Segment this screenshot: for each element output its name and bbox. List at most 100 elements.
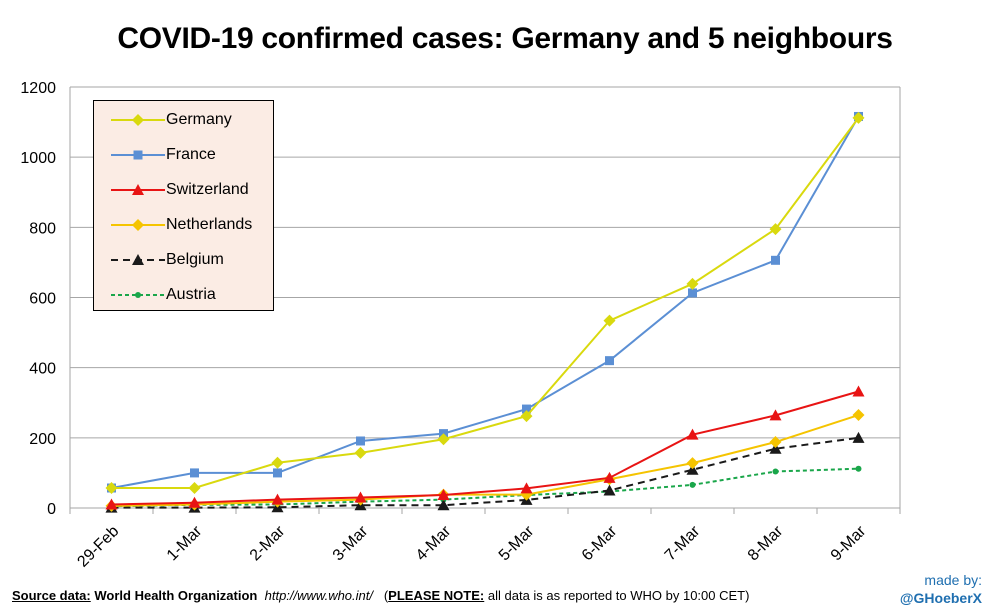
legend-item: Germany bbox=[94, 110, 274, 130]
author-handle[interactable]: @GHoeberX bbox=[899, 590, 982, 606]
series-line bbox=[111, 436, 859, 509]
series-germany bbox=[105, 111, 865, 495]
legend-swatch-belgium bbox=[111, 254, 165, 265]
data-point bbox=[769, 409, 782, 421]
data-point bbox=[190, 468, 199, 478]
source-url[interactable]: http://www.who.int/ bbox=[264, 588, 373, 603]
source-footer: Source data: World Health Organization h… bbox=[12, 588, 750, 603]
x-tick-label: 4-Mar bbox=[413, 522, 455, 564]
data-point bbox=[771, 255, 780, 265]
data-point bbox=[769, 223, 782, 236]
legend-item: Austria bbox=[94, 285, 274, 305]
x-tick-label: 5-Mar bbox=[496, 522, 538, 564]
data-point bbox=[686, 463, 699, 475]
legend-label: Switzerland bbox=[166, 181, 249, 198]
legend-label: Belgium bbox=[166, 251, 224, 268]
legend-label: France bbox=[166, 146, 216, 163]
legend-marker bbox=[132, 114, 144, 126]
data-point bbox=[522, 404, 531, 414]
legend: Germany France Switzerland Netherlands B… bbox=[93, 100, 274, 311]
legend-swatch-germany bbox=[111, 114, 165, 126]
y-tick-label: 0 bbox=[47, 501, 56, 518]
x-tick-label: 6-Mar bbox=[579, 522, 621, 564]
data-point bbox=[105, 482, 118, 495]
series-switzerland bbox=[105, 385, 865, 510]
data-point bbox=[271, 456, 284, 469]
series-line bbox=[111, 467, 859, 508]
y-tick-label: 400 bbox=[29, 361, 56, 378]
data-point bbox=[437, 499, 450, 511]
x-tick-label: 3-Mar bbox=[330, 522, 372, 564]
legend-marker bbox=[132, 184, 144, 195]
x-tick-label: 8-Mar bbox=[745, 522, 787, 564]
credit: made by: @GHoeberX bbox=[900, 571, 982, 607]
data-point bbox=[689, 481, 696, 488]
y-tick-labels: 0 200 400 600 800 1000 1200 bbox=[20, 80, 56, 518]
legend-item: Netherlands bbox=[94, 215, 274, 235]
data-point bbox=[188, 482, 201, 495]
legend-marker bbox=[133, 150, 143, 160]
data-point bbox=[772, 468, 779, 475]
legend-label: Germany bbox=[166, 111, 232, 128]
series-line bbox=[111, 115, 860, 489]
legend-marker bbox=[135, 292, 141, 298]
data-point bbox=[852, 431, 865, 443]
data-point bbox=[188, 496, 201, 508]
data-point bbox=[852, 409, 865, 422]
y-tick-label: 200 bbox=[29, 431, 56, 448]
made-by-label: made by: bbox=[924, 572, 982, 588]
data-point bbox=[603, 484, 616, 496]
data-point bbox=[437, 489, 450, 501]
data-point bbox=[605, 356, 614, 366]
x-tick-label: 29-Feb bbox=[74, 523, 122, 571]
data-point bbox=[105, 498, 118, 510]
data-point bbox=[354, 446, 367, 459]
legend-item: Switzerland bbox=[94, 180, 274, 200]
note-text: all data is as reported to WHO by 10:00 … bbox=[487, 588, 746, 603]
legend-swatch-switzerland bbox=[111, 184, 165, 195]
note-label: PLEASE NOTE: bbox=[388, 588, 485, 603]
legend-marker bbox=[132, 254, 144, 265]
data-point bbox=[520, 410, 533, 423]
y-tick-label: 1000 bbox=[20, 150, 56, 167]
data-point bbox=[688, 288, 697, 298]
source-label: Source data: bbox=[12, 588, 91, 603]
data-point bbox=[769, 436, 782, 449]
x-tick-labels: 29-Feb 1-Mar 2-Mar 3-Mar 4-Mar 5-Mar 6-Mar 7-Ma… bbox=[74, 522, 869, 570]
data-point bbox=[271, 493, 284, 505]
data-point bbox=[855, 465, 862, 472]
y-tick-label: 600 bbox=[29, 291, 56, 308]
data-point bbox=[273, 468, 282, 478]
data-point bbox=[852, 385, 865, 397]
x-tick-label: 1-Mar bbox=[164, 522, 206, 564]
data-point bbox=[437, 433, 450, 446]
x-tick-label: 2-Mar bbox=[247, 522, 289, 564]
legend-item: Belgium bbox=[94, 250, 274, 270]
source-org: World Health Organization bbox=[94, 588, 258, 603]
legend-swatch-france bbox=[111, 150, 165, 160]
series-line bbox=[111, 390, 859, 506]
data-point bbox=[354, 491, 367, 503]
data-point bbox=[520, 482, 533, 494]
y-tick-label: 800 bbox=[29, 220, 56, 237]
legend-marker bbox=[132, 219, 144, 231]
data-point bbox=[603, 471, 616, 483]
chart-title: COVID-19 confirmed cases: Germany and 5 … bbox=[117, 22, 893, 55]
legend-item: France bbox=[94, 145, 274, 165]
legend-label: Austria bbox=[166, 286, 216, 303]
data-point bbox=[356, 436, 365, 446]
data-point bbox=[686, 457, 699, 470]
legend-label: Netherlands bbox=[166, 216, 253, 233]
data-point bbox=[686, 277, 699, 290]
data-point bbox=[603, 314, 616, 327]
data-point bbox=[769, 442, 782, 454]
data-series bbox=[105, 111, 865, 513]
data-point bbox=[686, 428, 699, 440]
x-tick-label: 7-Mar bbox=[662, 522, 704, 564]
series-line bbox=[111, 117, 860, 490]
y-tick-label: 1200 bbox=[20, 80, 56, 97]
legend-swatch-austria bbox=[111, 292, 165, 298]
series-belgium bbox=[105, 431, 865, 513]
legend-swatch-netherlands bbox=[111, 219, 165, 231]
x-tick-label: 9-Mar bbox=[828, 522, 870, 564]
